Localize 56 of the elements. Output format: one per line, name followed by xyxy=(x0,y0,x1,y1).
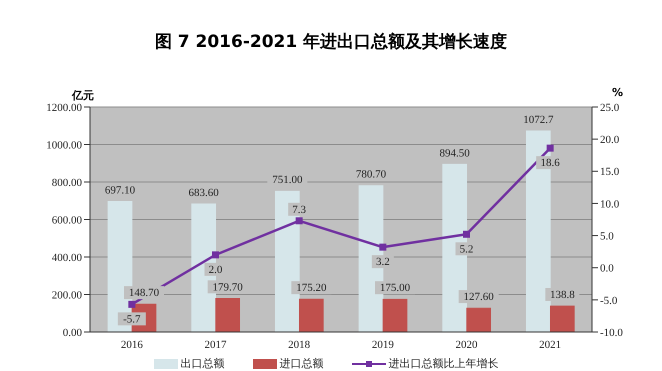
y-tick-label: 200.00 xyxy=(52,289,82,302)
data-label: 175.20 xyxy=(296,282,327,294)
point xyxy=(379,244,386,251)
point xyxy=(212,251,219,258)
y2-tick-label: -5.0 xyxy=(600,294,618,307)
data-label: 7.3 xyxy=(292,204,307,216)
y-tick-label: 800.00 xyxy=(52,176,82,189)
bar xyxy=(550,306,575,332)
data-label: 1072.7 xyxy=(523,114,554,126)
data-label: 148.70 xyxy=(128,287,160,300)
data-label: 2.0 xyxy=(208,264,223,276)
data-label: 3.2 xyxy=(376,256,390,268)
bar xyxy=(382,298,408,332)
data-label: 127.60 xyxy=(464,291,494,304)
point xyxy=(296,217,303,224)
data-label: 18.6 xyxy=(540,157,560,170)
legend-label: 进出口总额比上年增长 xyxy=(388,356,498,371)
point xyxy=(463,230,470,238)
y-tick-label: 600.00 xyxy=(52,214,82,226)
y2-tick-label: 10.0 xyxy=(600,198,620,210)
y2-axis-title: % xyxy=(612,86,624,99)
bar xyxy=(215,298,240,332)
data-label: 138.8 xyxy=(550,288,576,301)
data-label: 780.70 xyxy=(356,168,387,181)
y-tick-label: 1000.00 xyxy=(46,139,82,152)
y2-tick-label: 0.0 xyxy=(600,262,614,275)
y2-tick-label: -10.0 xyxy=(600,326,624,339)
legend-label: 进口总额 xyxy=(280,356,324,371)
data-label: 751.00 xyxy=(272,174,303,186)
data-label: -5.7 xyxy=(123,313,142,326)
x-tick-label: 2016 xyxy=(120,338,144,351)
y2-tick-label: 25.0 xyxy=(600,102,620,114)
data-label: 894.50 xyxy=(440,147,470,160)
x-tick-label: 2021 xyxy=(539,338,562,351)
bar xyxy=(466,308,492,332)
y2-tick-label: 5.0 xyxy=(600,230,614,242)
legend-label: 出口总额 xyxy=(180,356,224,371)
y2-tick-label: 15.0 xyxy=(600,166,620,178)
y-axis-title: 亿元 xyxy=(72,88,94,103)
y-tick-label: 400.00 xyxy=(52,252,82,264)
y-tick-label: 1200.00 xyxy=(46,102,82,114)
data-label: 175.00 xyxy=(380,282,411,294)
data-label: 5.2 xyxy=(460,243,474,256)
data-label: 697.10 xyxy=(104,184,136,196)
chart-title: 图 7 2016-2021 年进出口总额及其增长速度 xyxy=(154,31,508,53)
bar xyxy=(298,298,324,332)
x-tick-label: 2020 xyxy=(456,338,478,351)
y-tick-label: 0.00 xyxy=(62,326,82,339)
x-tick-label: 2018 xyxy=(288,338,311,351)
point xyxy=(546,144,554,152)
data-label: 683.60 xyxy=(188,186,220,199)
x-tick-label: 2017 xyxy=(204,338,227,351)
y2-tick-label: 20.0 xyxy=(600,134,620,146)
point xyxy=(128,300,136,308)
data-label: 179.70 xyxy=(212,281,244,294)
x-tick-label: 2019 xyxy=(372,338,394,351)
